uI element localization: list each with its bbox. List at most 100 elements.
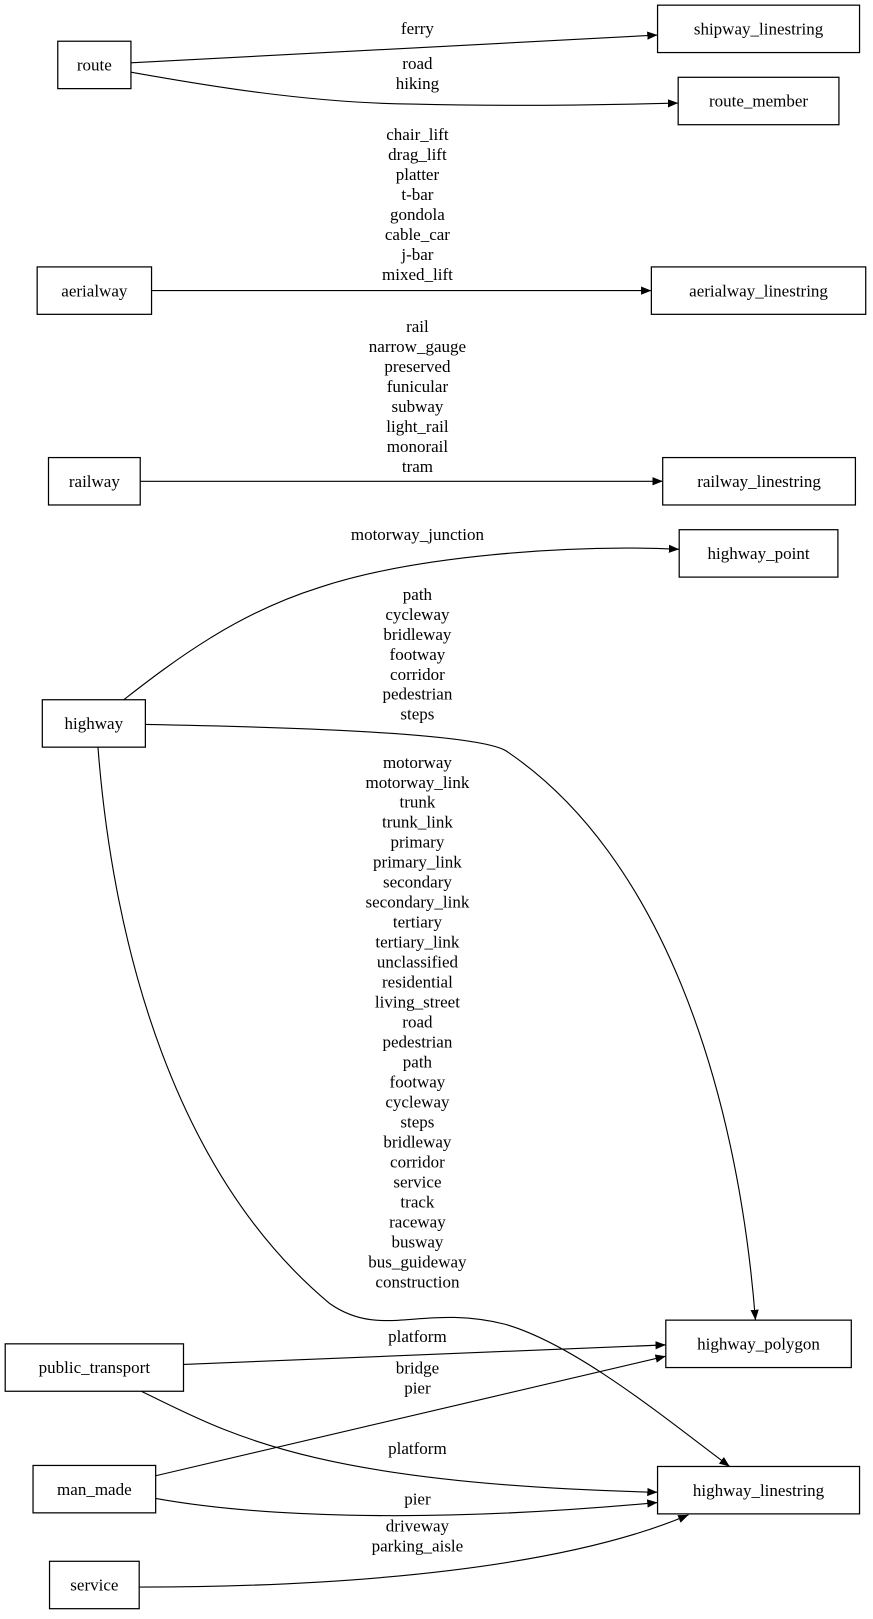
edge-label: drag_lift — [388, 145, 447, 164]
node-box — [32, 1464, 157, 1514]
edge-label: chair_lift — [386, 125, 449, 144]
node-box — [48, 1560, 140, 1610]
edge-label: pier — [404, 1379, 431, 1398]
edge-label: rail — [406, 317, 429, 336]
node-box — [677, 76, 840, 126]
edge-label: cycleway — [385, 605, 450, 624]
edge-label: motorway_junction — [351, 525, 485, 544]
edge-line — [97, 747, 731, 1467]
node-railway-linestring: railway_linestring — [662, 456, 857, 506]
edge-label: tertiary_link — [375, 933, 460, 952]
edge-label: bridge — [396, 1359, 439, 1378]
node-aerialway: aerialway — [36, 266, 153, 315]
edge-highway-to-highway_linestring: motorwaymotorway_linktrunktrunk_linkprim… — [97, 747, 731, 1467]
node-box — [665, 1319, 852, 1369]
node-highway: highway — [41, 699, 146, 748]
edge-label: narrow_gauge — [369, 337, 466, 356]
edge-label: footway — [390, 645, 446, 664]
edge-label: trunk — [399, 793, 435, 812]
node-label: highway — [65, 714, 124, 733]
node-label: highway_polygon — [697, 1335, 820, 1354]
node-label: aerialway — [61, 281, 128, 300]
node-service: service — [48, 1560, 140, 1610]
node-label: railway_linestring — [697, 472, 821, 491]
node-label: route — [77, 56, 112, 75]
edge-line — [141, 1390, 658, 1497]
edge-label: footway — [390, 1073, 446, 1092]
node-highway-polygon: highway_polygon — [665, 1319, 852, 1369]
edge-line — [155, 1354, 666, 1477]
node-railway: railway — [47, 456, 141, 506]
edge-label: cycleway — [385, 1093, 450, 1112]
edge-label: monorail — [387, 437, 449, 456]
node-label: aerialway_linestring — [689, 281, 828, 300]
edge-label: pedestrian — [383, 1033, 453, 1052]
node-box — [57, 40, 132, 90]
node-box — [36, 266, 153, 315]
edge-label: t-bar — [401, 185, 433, 204]
edge-label: hiking — [396, 74, 440, 93]
edge-label: corridor — [390, 665, 445, 684]
edge-line — [123, 544, 680, 701]
edge-label: secondary — [383, 873, 452, 892]
edge-line — [139, 1514, 689, 1588]
edge-highway-to-highway_polygon: pathcyclewaybridlewayfootwaycorridorpede… — [145, 585, 759, 1321]
edge-label: bus_guideway — [368, 1253, 467, 1272]
node-public-transport: public_transport — [4, 1343, 185, 1392]
node-label: man_made — [57, 1480, 132, 1499]
edge-label: steps — [400, 1113, 434, 1132]
edge-public_transport-to-highway_polygon: platform — [183, 1327, 666, 1366]
node-label: route_member — [709, 92, 808, 111]
edge-label: unclassified — [377, 953, 459, 972]
edge-line — [183, 1341, 666, 1366]
node-label: service — [70, 1576, 118, 1595]
node-label: public_transport — [39, 1358, 151, 1377]
node-box — [47, 456, 141, 506]
edge-label: mixed_lift — [382, 265, 453, 284]
node-aerialway-linestring: aerialway_linestring — [650, 266, 867, 315]
edge-railway-to-railway_linestring: railnarrow_gaugepreservedfunicularsubway… — [140, 317, 663, 486]
edge-label: construction — [375, 1273, 460, 1292]
edge-label: living_street — [375, 993, 460, 1012]
edge-label: preserved — [384, 357, 451, 376]
edge-label: bridleway — [383, 625, 451, 644]
edge-label: track — [400, 1193, 434, 1212]
node-box — [678, 529, 839, 578]
node-shipway-linestring: shipway_linestring — [656, 4, 861, 54]
edge-label: road — [402, 54, 433, 73]
node-box — [656, 4, 861, 54]
edge-public_transport-to-highway_linestring: platform — [141, 1390, 658, 1497]
edge-label: j-bar — [400, 245, 433, 264]
edge-label: busway — [391, 1233, 443, 1252]
edge-label: service — [393, 1173, 441, 1192]
edge-label: path — [403, 1053, 433, 1072]
edge-line — [155, 1497, 658, 1517]
edge-label: pedestrian — [383, 685, 453, 704]
edge-label: pier — [404, 1490, 431, 1509]
node-box — [41, 699, 146, 748]
node-box — [650, 266, 867, 315]
edge-aerialway-to-aerialway_linestring: chair_liftdrag_liftplattert-bargondolaca… — [151, 125, 652, 295]
node-highway-linestring: highway_linestring — [656, 1465, 861, 1515]
edge-label: road — [402, 1013, 433, 1032]
edge-label: gondola — [390, 205, 445, 224]
edge-label: bridleway — [383, 1133, 451, 1152]
node-box — [656, 1465, 861, 1515]
edge-label: tram — [402, 457, 433, 476]
edge-man_made-to-highway_linestring: pier — [155, 1490, 658, 1517]
edge-label: primary — [391, 833, 445, 852]
edge-label: tertiary — [393, 913, 443, 932]
node-label: highway_linestring — [693, 1481, 825, 1500]
edge-label: platform — [388, 1439, 447, 1458]
edge-label: driveway — [386, 1516, 450, 1535]
edge-label: parking_aisle — [372, 1536, 464, 1555]
edge-line — [130, 71, 679, 108]
edge-label: raceway — [389, 1213, 446, 1232]
edge-label: cable_car — [385, 225, 450, 244]
edge-highway-to-highway_point: motorway_junction — [123, 525, 680, 701]
edge-label: steps — [400, 705, 434, 724]
edge-label: light_rail — [386, 417, 449, 436]
edge-label: platter — [396, 165, 440, 184]
